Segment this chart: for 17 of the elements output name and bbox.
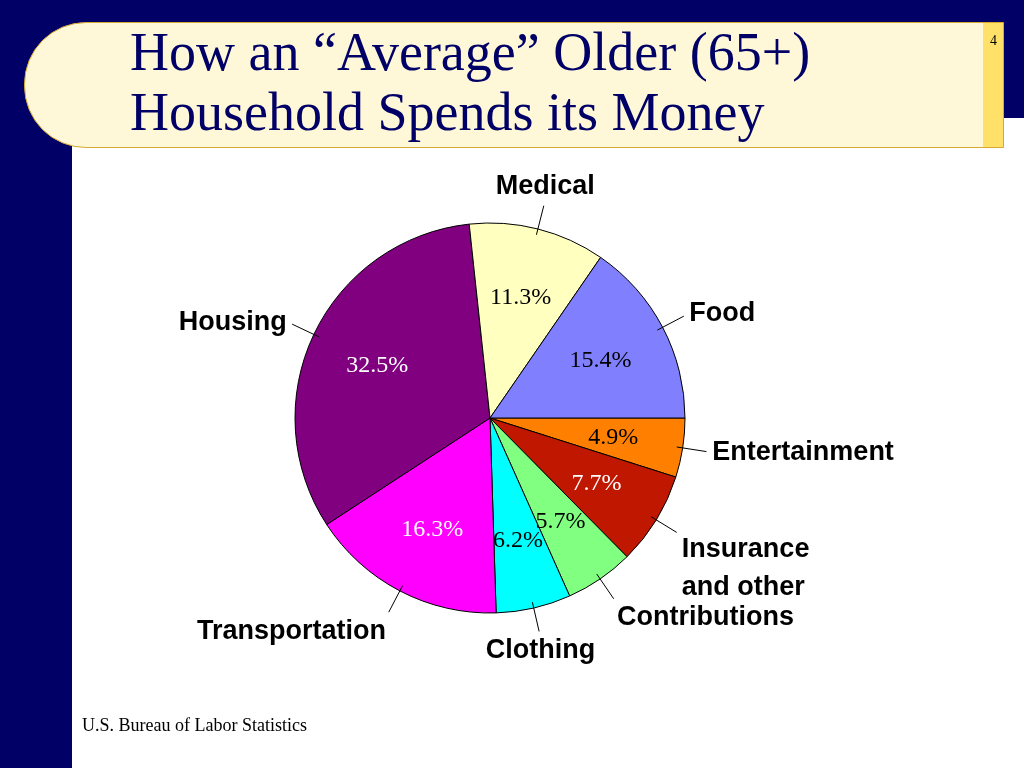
text: U.S. Bureau of Labor Statistics bbox=[82, 715, 307, 736]
data-label: 32.5% bbox=[346, 350, 409, 377]
slice-label: Transportation bbox=[196, 614, 386, 645]
slice-label: Insurance and other bbox=[681, 532, 810, 601]
data-label: 4.9% bbox=[588, 423, 639, 450]
data-label: 11.3% bbox=[490, 283, 552, 310]
data-label: 7.7% bbox=[571, 469, 622, 496]
chart-title: How an “Average” Older (65+) Household Spends its Money bbox=[130, 22, 812, 142]
slice-label: Medical bbox=[495, 169, 595, 200]
slice-label: Contributions bbox=[617, 600, 795, 631]
text: 4 bbox=[990, 33, 997, 49]
slice-label: Housing bbox=[178, 305, 287, 336]
slice-label: Food bbox=[689, 297, 756, 328]
slice-label: Entertainment bbox=[712, 436, 894, 467]
slice-label: Clothing bbox=[485, 634, 596, 665]
data-label: 15.4% bbox=[569, 345, 632, 372]
data-label: 16.3% bbox=[401, 514, 464, 541]
